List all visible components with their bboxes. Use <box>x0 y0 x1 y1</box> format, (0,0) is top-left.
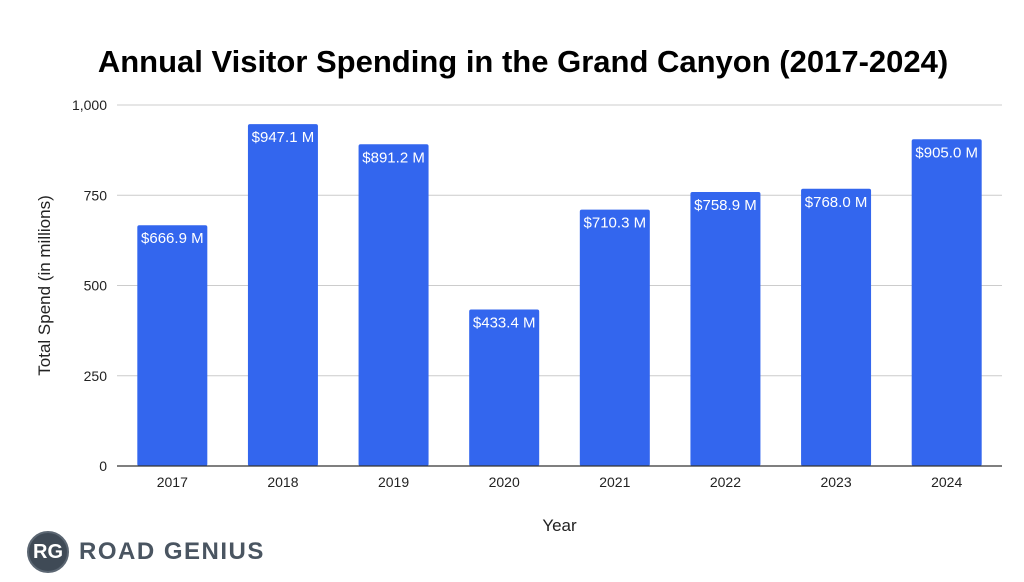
x-tick-label: 2022 <box>710 474 741 490</box>
y-tick-label: 1,000 <box>72 97 107 113</box>
y-axis-ticks: 0 250 500 750 1,000 <box>72 97 107 474</box>
bar-2017 <box>137 225 208 466</box>
data-label-2019: $891.2 M <box>362 149 425 166</box>
x-tick-label: 2017 <box>157 474 188 490</box>
bar-2019 <box>358 144 429 466</box>
road-genius-logo: RG <box>27 531 69 573</box>
x-tick-label: 2024 <box>931 474 962 490</box>
x-tick-label: 2023 <box>820 474 851 490</box>
data-label-2023: $768.0 M <box>805 194 868 211</box>
bar-2021 <box>579 209 650 466</box>
y-axis-title: Total Spend (in millions) <box>35 195 54 375</box>
bar-2020 <box>469 309 540 466</box>
x-axis-ticks: 2017 2018 2019 2020 2021 2022 2023 2024 <box>157 474 963 490</box>
bar-2018 <box>247 124 318 467</box>
chart-title: Annual Visitor Spending in the Grand Can… <box>98 44 948 79</box>
y-tick-label: 0 <box>99 458 107 474</box>
data-label-2022: $758.9 M <box>694 197 757 214</box>
data-label-2024: $905.0 M <box>915 144 978 161</box>
x-axis-title: Year <box>542 516 577 535</box>
y-tick-label: 500 <box>84 278 108 294</box>
data-label-2020: $433.4 M <box>473 315 536 332</box>
brand-name: ROAD GENIUS <box>79 538 265 565</box>
data-label-2018: $947.1 M <box>252 129 315 146</box>
bar-2023 <box>801 188 872 466</box>
bars <box>137 124 982 467</box>
x-tick-label: 2021 <box>599 474 630 490</box>
data-labels: $666.9 M $947.1 M $891.2 M $433.4 M $710.3 M… <box>141 129 978 331</box>
x-tick-label: 2019 <box>378 474 409 490</box>
x-tick-label: 2018 <box>267 474 298 490</box>
bar-2024 <box>911 139 982 467</box>
y-tick-label: 750 <box>84 187 108 203</box>
brand-watermark: RG ROAD GENIUS <box>27 530 265 574</box>
bar-2022 <box>690 192 761 466</box>
y-tick-label: 250 <box>84 368 108 384</box>
data-label-2017: $666.9 M <box>141 230 204 247</box>
x-tick-label: 2020 <box>489 474 520 490</box>
data-label-2021: $710.3 M <box>584 215 647 232</box>
